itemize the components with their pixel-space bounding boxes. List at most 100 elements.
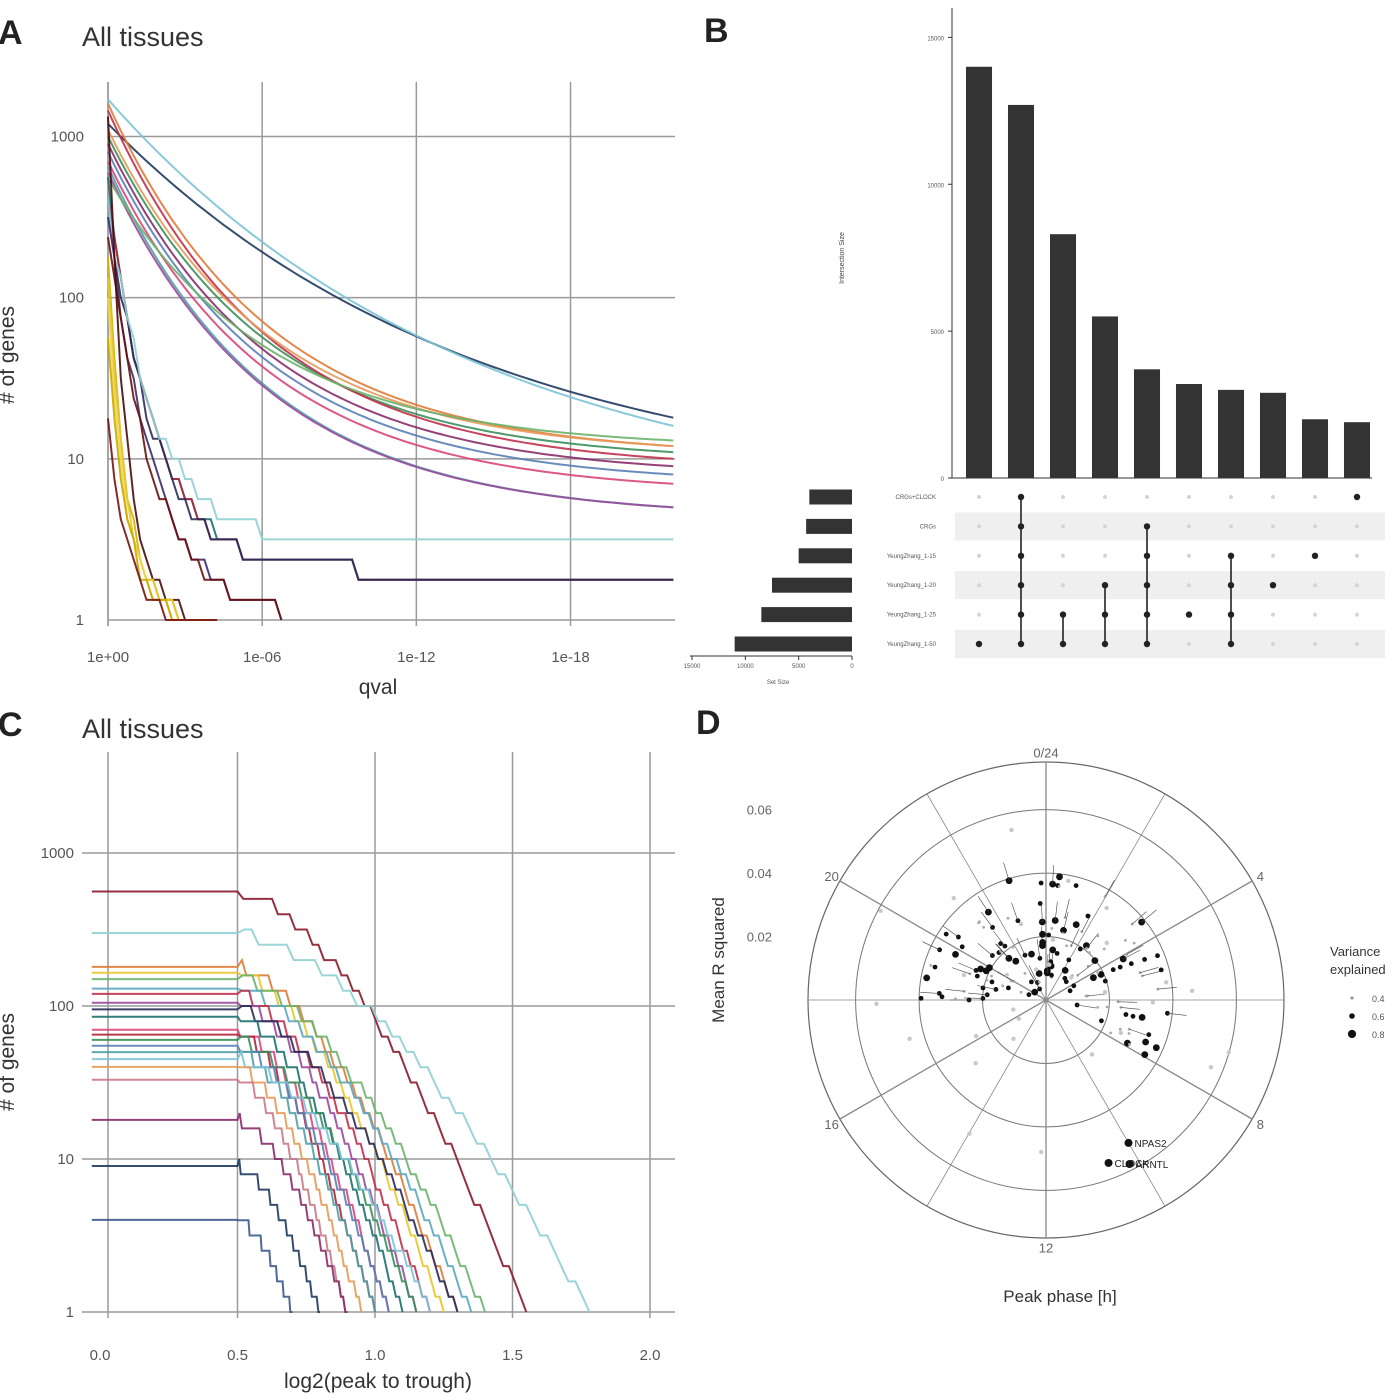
panel-c-y-tick-label: 1 (66, 1304, 74, 1321)
panel-b-intersection-bar (1217, 389, 1245, 478)
panel-a-series-line (107, 196, 674, 581)
panel-d-legend-marker (1350, 996, 1354, 1000)
panel-a-x-tick-label: 1e-18 (551, 649, 589, 666)
panel-d-leader-line (1120, 1007, 1140, 1010)
panel-b-set-size-bar (806, 518, 852, 534)
panel-d-point (1109, 1031, 1112, 1035)
panel-d-leader-line (1077, 963, 1093, 976)
panel-d-point (1102, 947, 1106, 951)
panel-b-set-size-bar (772, 577, 852, 593)
panel-b-intersection-bar (1091, 316, 1119, 478)
panel-c-series-line (91, 1005, 459, 1313)
panel-c-x-tick-label: 2.0 (640, 1347, 661, 1364)
panel-d-leader-line (1126, 944, 1144, 955)
panel-d-point (1038, 880, 1044, 886)
panel-d-point (1138, 1014, 1146, 1021)
panel-d-point-faint (1189, 988, 1195, 993)
panel-a-series-line (107, 196, 674, 541)
panel-c-series-line (91, 1078, 348, 1313)
panel-d-leader-line (1028, 965, 1038, 983)
panel-a-y-tick-label: 100 (59, 290, 84, 307)
panel-b-set-name: YeungZhang_1-25 (887, 613, 937, 619)
panel-d-point-faint (973, 1061, 978, 1066)
panel-b-matrix-dot (1313, 642, 1317, 646)
panel-d-point (1083, 942, 1090, 949)
panel-b-set-size-bar (761, 607, 852, 623)
panel-d-point-faint (1118, 1030, 1124, 1036)
panel-d-highlight-label: ARNTL (1136, 1160, 1169, 1171)
panel-b-matrix-dot (1103, 524, 1107, 529)
panel-d-point-faint (1009, 827, 1014, 833)
panel-d-point (977, 965, 984, 973)
panel-d-point (1039, 939, 1046, 946)
panel-c-y-tick-label: 1000 (41, 845, 74, 862)
panel-d-point (1006, 916, 1010, 920)
panel-d-point (990, 974, 993, 978)
panel-b-matrix-dot (1061, 553, 1065, 558)
panel-b-matrix-dot (977, 583, 981, 588)
panel-a-xlabel: qval (359, 676, 398, 699)
panel-d-point (1116, 1000, 1120, 1004)
panel-a-y-tick-label: 10 (67, 451, 84, 468)
panel-b-matrix: CRGs+CLOCK CRGs YeungZhang_1-15 YeungZhang_… (887, 493, 1385, 658)
panel-d-point (977, 921, 980, 925)
panel-d-point (923, 974, 931, 982)
panel-d-leader-line (1167, 1013, 1187, 1016)
panel-b-matrix-dot-active (1311, 552, 1319, 559)
panel-d-leader-line (1054, 901, 1058, 921)
panel-d-point (1165, 1010, 1170, 1016)
panel-d-point-faint (1039, 1149, 1044, 1155)
panel-d-point (989, 979, 995, 985)
panel-d-point-faint (973, 1033, 979, 1039)
panel-d-leader-line (1052, 865, 1054, 885)
panel-d-leader-line (1063, 911, 1069, 931)
panel-d-leader-line (1132, 911, 1147, 925)
panel-d-point-faint (951, 895, 956, 901)
panel-d-point (1152, 1044, 1160, 1052)
panel-b-matrix-dot-active (1269, 582, 1277, 589)
panel-d-point (1077, 946, 1083, 952)
panel-d-point (1096, 1006, 1099, 1009)
panel-b-matrix-dot (1355, 612, 1359, 617)
panel-d-point-faint (878, 908, 883, 913)
panel-a-y-tick-label: 1 (76, 612, 84, 629)
panel-d-point (1141, 1051, 1149, 1058)
panel-d-point (1072, 921, 1080, 928)
panel-d-point (1061, 967, 1069, 974)
panel-b-y-tick-label: 15000 (927, 36, 944, 42)
panel-d-point (985, 978, 989, 982)
panel-b-matrix-dot (1187, 583, 1191, 588)
panel-c: C All tissues 0.0 0.5 1.0 1.5 2.01101001000 … (0, 706, 675, 1393)
panel-d-angle-tick-label: 12 (1039, 1241, 1053, 1256)
panel-d-point (1097, 971, 1105, 978)
panel-d-leader-line (1016, 937, 1026, 956)
panel-d-point-faint (1226, 1050, 1232, 1055)
panel-d-leader-line (942, 925, 959, 938)
panel-c-series-line (91, 1218, 293, 1313)
panel-b-matrix-dot (1271, 642, 1275, 646)
panel-b-set-name: CRGs (920, 524, 936, 530)
panel-b-set-name: YeungZhang_1-15 (887, 554, 937, 560)
panel-d-spoke (926, 793, 1047, 1001)
panel-d-leader-line (993, 930, 1006, 947)
panel-b-set-name: YeungZhang_1-20 (887, 583, 937, 589)
panel-d-point-faint (1208, 1065, 1214, 1070)
panel-c-series-line (91, 1112, 348, 1313)
panel-b-matrix-dot (1271, 612, 1275, 617)
panel-d-point (1096, 934, 1100, 938)
panel-a-series-line (107, 237, 283, 621)
panel-d-point-faint (874, 1001, 879, 1006)
panel-d-radial-tick-label: 0.04 (747, 866, 772, 881)
panel-c-x-tick-label: 0.0 (90, 1347, 111, 1364)
panel-d-leader-line (968, 992, 988, 996)
panel-d-point (1127, 1032, 1131, 1035)
panel-d-legend-label: 0.4 (1372, 994, 1385, 1004)
panel-a-series-line (107, 110, 674, 460)
panel-c-series-line (91, 1044, 390, 1313)
panel-c-series-line (91, 1049, 431, 1313)
panel-d-ylabel: Mean R squared (709, 897, 728, 1023)
panel-d-point-faint (967, 1131, 972, 1136)
panel-d-point (1146, 1032, 1152, 1038)
panel-d-point-faint (1047, 962, 1052, 967)
